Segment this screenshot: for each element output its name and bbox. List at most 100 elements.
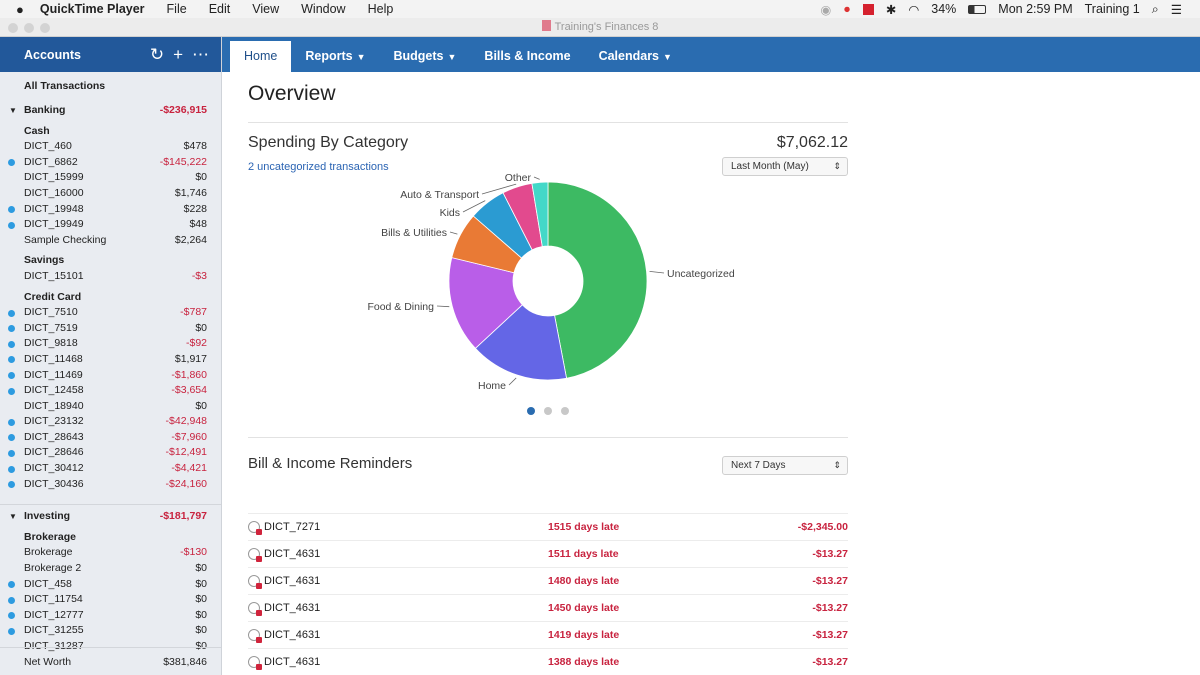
menu-edit[interactable]: Edit <box>208 2 231 16</box>
uncategorized-link[interactable]: 2 uncategorized transactions <box>248 161 389 173</box>
account-row[interactable]: DICT_30412 -$4,421 <box>0 461 221 477</box>
bill-row[interactable]: DICT_4631 1419 days late -$13.27 <box>248 621 848 648</box>
pie-leader-line <box>649 271 665 274</box>
select-arrows-icon: ⇕ <box>833 460 841 470</box>
spending-period-select[interactable]: Last Month (May) ⇕ <box>722 157 848 176</box>
account-row[interactable]: DICT_15101 -$3 <box>0 269 221 285</box>
account-row[interactable]: DICT_11754 $0 <box>0 592 221 608</box>
account-row[interactable]: DICT_31287 $0 <box>0 639 221 655</box>
account-row[interactable]: Brokerage -$130 <box>0 545 221 561</box>
account-row[interactable]: DICT_12777 $0 <box>0 608 221 624</box>
account-name: DICT_11468 <box>24 352 83 365</box>
record-icon[interactable]: ◉ <box>820 2 832 17</box>
notification-center-icon[interactable]: ☰ <box>1170 2 1182 17</box>
bill-row[interactable]: DICT_4631 1450 days late -$13.27 <box>248 594 848 621</box>
account-row[interactable]: DICT_30436 -$24,160 <box>0 477 221 493</box>
account-row[interactable]: DICT_11469 -$1,860 <box>0 368 221 384</box>
account-balance: $0 <box>195 640 207 652</box>
account-row[interactable]: DICT_458 $0 <box>0 577 221 593</box>
pie-slice-home[interactable] <box>474 304 568 381</box>
account-subgroup[interactable]: Credit Card <box>0 290 221 306</box>
battery-icon[interactable] <box>968 4 987 14</box>
account-row[interactable]: DICT_15999 $0 <box>0 170 221 186</box>
spending-title: Spending By Category <box>248 134 409 151</box>
bill-name: DICT_7271 <box>264 521 321 533</box>
add-account-icon[interactable]: + <box>173 44 183 64</box>
tab-bills-income[interactable]: Bills & Income <box>470 41 584 72</box>
menu-help[interactable]: Help <box>367 2 394 16</box>
all-transactions[interactable]: All Transactions <box>0 77 221 95</box>
pie-slice-other[interactable] <box>531 181 549 247</box>
account-name: Brokerage <box>24 530 76 543</box>
account-row[interactable]: Brokerage 2 $0 <box>0 561 221 577</box>
zoom-window-button[interactable] <box>40 23 50 33</box>
spending-period-value: Last Month (May) <box>731 161 809 172</box>
bill-row[interactable]: DICT_4631 1388 days late -$13.27 <box>248 648 848 675</box>
tab-home[interactable]: Home <box>230 41 292 72</box>
account-row[interactable]: DICT_6862 -$145,222 <box>0 155 221 171</box>
bluetooth-icon[interactable]: ✱ <box>885 2 897 17</box>
account-group[interactable]: ▼ Banking -$236,915 <box>0 103 221 119</box>
account-row[interactable]: DICT_11468 $1,917 <box>0 352 221 368</box>
account-row[interactable]: DICT_7510 -$787 <box>0 305 221 321</box>
carousel-dot-3[interactable] <box>561 407 569 415</box>
app-status-icon[interactable]: ● <box>843 2 851 16</box>
account-subgroup[interactable]: Brokerage <box>0 530 221 546</box>
sync-status-dot-icon <box>8 206 15 214</box>
disclosure-triangle-icon[interactable]: ▼ <box>9 106 17 115</box>
apple-icon[interactable]: ● <box>16 1 24 17</box>
minimize-window-button[interactable] <box>24 23 34 33</box>
disclosure-triangle-icon[interactable]: ▼ <box>9 512 17 522</box>
account-row[interactable]: Sample Checking $2,264 <box>0 233 221 249</box>
tab-calendars[interactable]: Calendars ▼ <box>585 41 686 72</box>
account-group[interactable]: ▼ Investing -$181,797 <box>0 509 221 525</box>
account-balance: $0 <box>195 593 207 606</box>
pie-label: Other <box>505 172 532 184</box>
account-name: DICT_31255 <box>24 624 84 637</box>
account-row[interactable]: DICT_9818 -$92 <box>0 336 221 352</box>
account-row[interactable]: DICT_19949 $48 <box>0 217 221 233</box>
account-row[interactable]: DICT_18940 $0 <box>0 399 221 415</box>
wifi-icon[interactable]: ◠ <box>908 2 920 17</box>
menu-view[interactable]: View <box>252 2 280 16</box>
user-menu[interactable]: Training 1 <box>1084 2 1140 16</box>
account-row[interactable]: DICT_460 $478 <box>0 139 221 155</box>
clock[interactable]: Mon 2:59 PM <box>998 2 1073 16</box>
pie-slice-uncategorized[interactable] <box>547 181 648 379</box>
spotlight-icon[interactable]: ⌕ <box>1151 1 1159 16</box>
bill-row[interactable]: DICT_4631 1480 days late -$13.27 <box>248 567 848 594</box>
sidebar-divider <box>0 504 221 506</box>
spending-donut-chart: Uncategorized Home Food & Dining Bills & Ut… <box>367 172 734 392</box>
account-balance: $0 <box>195 171 207 184</box>
app-menu[interactable]: QuickTime Player <box>39 2 145 16</box>
account-row[interactable]: DICT_23132 -$42,948 <box>0 414 221 430</box>
account-name: Sample Checking <box>24 233 107 246</box>
account-row[interactable]: DICT_28646 -$12,491 <box>0 445 221 461</box>
tab-budgets[interactable]: Budgets ▼ <box>380 41 471 72</box>
menu-file[interactable]: File <box>166 2 187 16</box>
account-row[interactable]: DICT_16000 $1,746 <box>0 186 221 202</box>
caret-down-icon: ▼ <box>447 52 457 62</box>
bills-period-select[interactable]: Next 7 Days ⇕ <box>722 456 848 475</box>
bill-row[interactable]: DICT_7271 1515 days late -$2,345.00 <box>248 513 848 540</box>
overdue-bill-icon <box>248 521 262 535</box>
account-row[interactable]: DICT_7519 $0 <box>0 321 221 337</box>
carousel-dot-2[interactable] <box>544 407 552 415</box>
account-row[interactable]: DICT_28643 -$7,960 <box>0 430 221 446</box>
carousel-dot-1[interactable] <box>527 407 535 415</box>
tab-reports[interactable]: Reports ▼ <box>291 41 379 72</box>
menu-window[interactable]: Window <box>301 2 346 16</box>
close-window-button[interactable] <box>8 23 18 33</box>
account-balance: -$4,421 <box>171 462 207 475</box>
account-row[interactable]: DICT_12458 -$3,654 <box>0 383 221 399</box>
more-icon[interactable]: ⋯ <box>192 44 209 64</box>
bill-row[interactable]: DICT_4631 1511 days late -$13.27 <box>248 540 848 567</box>
sync-status-dot-icon <box>8 309 15 317</box>
account-row[interactable]: DICT_31255 $0 <box>0 623 221 639</box>
account-subgroup[interactable]: Savings <box>0 253 221 269</box>
refresh-icon[interactable]: ↻ <box>149 44 165 64</box>
account-name: DICT_15999 <box>24 171 84 184</box>
account-subgroup[interactable]: Cash <box>0 124 221 140</box>
account-row[interactable]: DICT_19948 $228 <box>0 202 221 218</box>
adobe-icon[interactable] <box>862 3 874 15</box>
